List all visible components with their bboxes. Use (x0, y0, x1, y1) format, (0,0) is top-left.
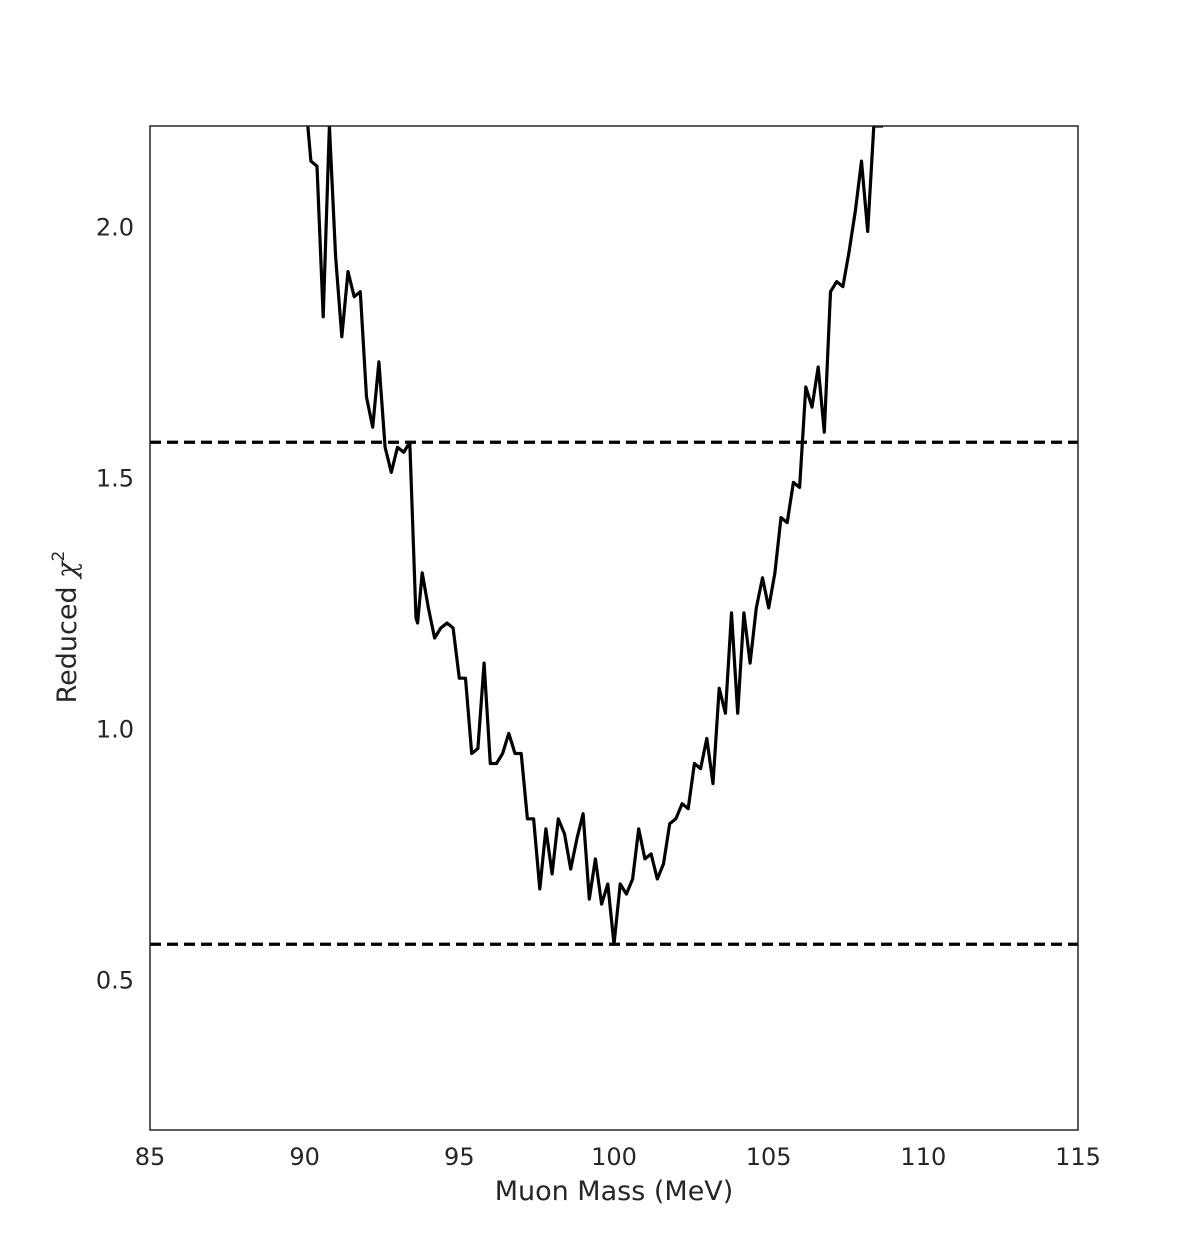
x-tick-label: 95 (444, 1143, 475, 1171)
y-tick-label: 0.5 (96, 966, 134, 994)
y-axis-label-superscript: 2 (49, 551, 69, 562)
y-axis-label-chi: χ (52, 560, 83, 580)
x-tick-label: 100 (591, 1143, 637, 1171)
x-tick-label: 105 (746, 1143, 792, 1171)
y-tick-label: 1.0 (96, 715, 134, 743)
plot-area (150, 126, 1078, 946)
x-axis-ticks: 85 90 95 100 105 110 115 (135, 1143, 1101, 1171)
x-tick-label: 115 (1055, 1143, 1101, 1171)
x-tick-label: 110 (900, 1143, 946, 1171)
y-tick-label: 2.0 (96, 213, 134, 241)
x-tick-label: 90 (289, 1143, 320, 1171)
series-line-1 (306, 126, 884, 946)
x-axis-label: Muon Mass (MeV) (495, 1176, 734, 1207)
y-axis-ticks: 0.5 1.0 1.5 2.0 (96, 213, 134, 994)
y-axis-label: Reduced χ2 (49, 551, 83, 704)
y-tick-label: 1.5 (96, 464, 134, 492)
x-tick-label: 85 (135, 1143, 166, 1171)
y-axis-label-text: Reduced (52, 578, 83, 704)
plot-frame (149, 125, 1079, 1131)
